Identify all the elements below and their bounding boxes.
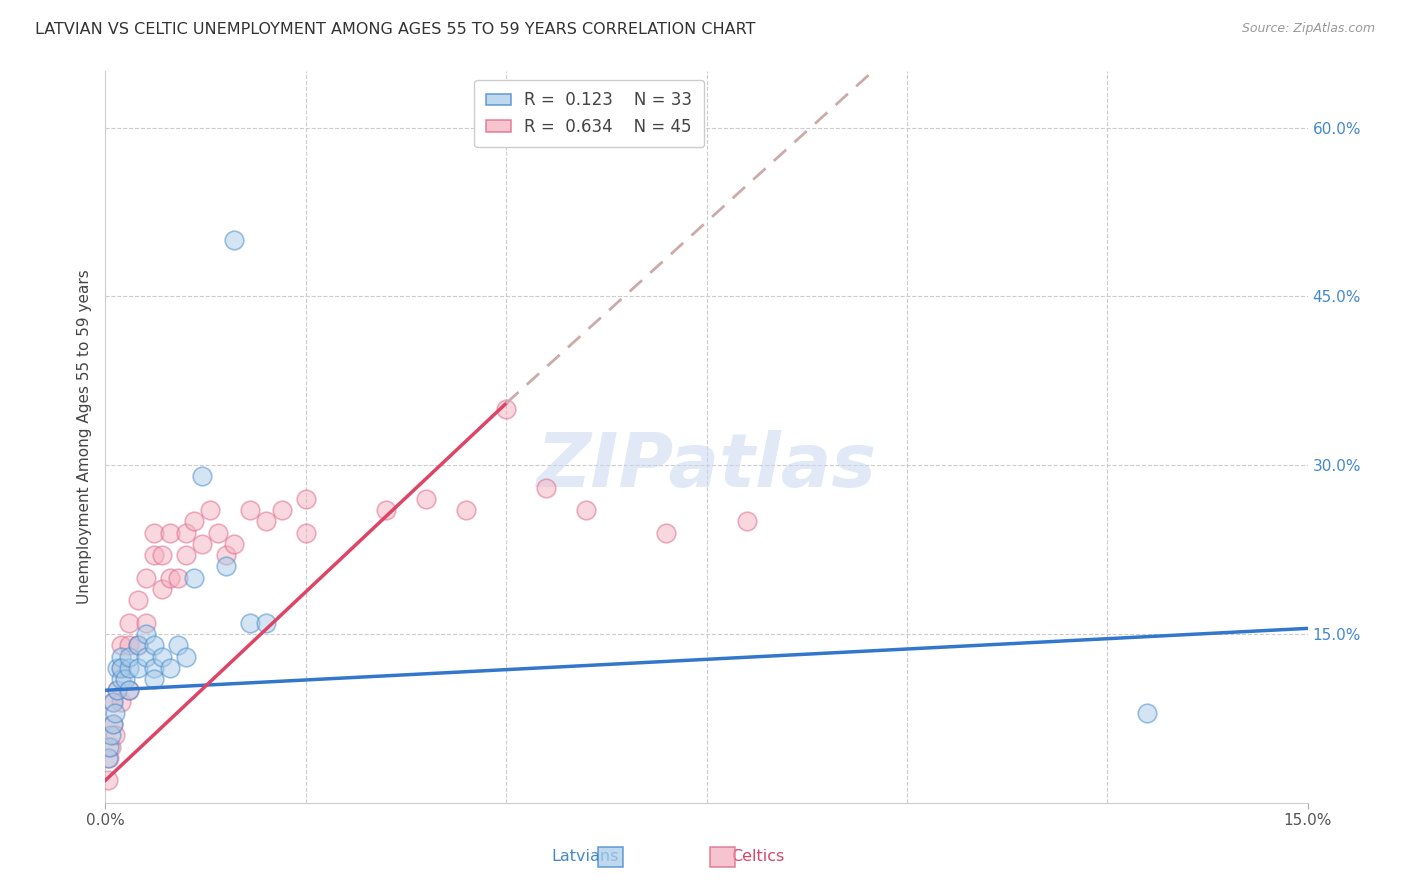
Legend: R =  0.123    N = 33, R =  0.634    N = 45: R = 0.123 N = 33, R = 0.634 N = 45 xyxy=(474,79,704,147)
Point xyxy=(118,683,141,698)
Point xyxy=(222,233,245,247)
Point xyxy=(135,627,157,641)
Point xyxy=(222,537,245,551)
Point xyxy=(159,525,181,540)
Point xyxy=(114,672,136,686)
Point xyxy=(110,661,132,675)
Text: Source: ZipAtlas.com: Source: ZipAtlas.com xyxy=(1241,22,1375,36)
Point xyxy=(374,503,398,517)
Point xyxy=(118,615,141,630)
Point xyxy=(166,571,188,585)
Point xyxy=(98,739,121,754)
Point xyxy=(127,638,149,652)
Point xyxy=(239,615,262,630)
Point xyxy=(183,515,205,529)
Point xyxy=(127,661,149,675)
Point xyxy=(103,694,125,708)
Point xyxy=(207,525,229,540)
Point xyxy=(159,571,181,585)
Point xyxy=(295,491,318,506)
Point xyxy=(104,728,127,742)
Point xyxy=(190,537,212,551)
Text: LATVIAN VS CELTIC UNEMPLOYMENT AMONG AGES 55 TO 59 YEARS CORRELATION CHART: LATVIAN VS CELTIC UNEMPLOYMENT AMONG AGE… xyxy=(35,22,755,37)
Point xyxy=(127,638,149,652)
Point xyxy=(104,706,127,720)
Point xyxy=(295,525,318,540)
Point xyxy=(174,649,197,664)
Point xyxy=(454,503,477,517)
Point xyxy=(103,717,125,731)
Point xyxy=(118,638,141,652)
Text: Celtics: Celtics xyxy=(731,849,785,863)
Point xyxy=(174,525,197,540)
Point xyxy=(135,571,157,585)
Point xyxy=(198,503,221,517)
Point xyxy=(655,525,678,540)
Point xyxy=(150,582,173,596)
Point xyxy=(100,739,122,754)
Point xyxy=(100,728,122,742)
Point xyxy=(110,694,132,708)
Point xyxy=(150,548,173,562)
Point xyxy=(174,548,197,562)
Point xyxy=(107,661,129,675)
Point xyxy=(166,638,188,652)
Point xyxy=(534,481,557,495)
Point xyxy=(110,638,132,652)
Point xyxy=(254,615,277,630)
Point xyxy=(118,683,141,698)
Point xyxy=(135,649,157,664)
Point xyxy=(190,469,212,483)
Point xyxy=(150,649,173,664)
Point xyxy=(142,638,165,652)
Point xyxy=(107,683,129,698)
Point xyxy=(159,661,181,675)
Point xyxy=(142,661,165,675)
Point xyxy=(110,649,132,664)
Point xyxy=(415,491,437,506)
Point xyxy=(97,773,120,788)
Point xyxy=(214,548,236,562)
Point xyxy=(575,503,598,517)
Point xyxy=(142,672,165,686)
Point xyxy=(254,515,277,529)
Point xyxy=(135,615,157,630)
Point xyxy=(103,717,125,731)
Point xyxy=(1136,706,1159,720)
Point xyxy=(97,751,120,765)
Point xyxy=(239,503,262,517)
Y-axis label: Unemployment Among Ages 55 to 59 years: Unemployment Among Ages 55 to 59 years xyxy=(76,269,91,605)
Point xyxy=(495,401,517,416)
Point xyxy=(118,661,141,675)
Point xyxy=(142,548,165,562)
Point xyxy=(110,661,132,675)
Point xyxy=(214,559,236,574)
Point xyxy=(110,672,132,686)
Point xyxy=(142,525,165,540)
Point xyxy=(107,683,129,698)
Point xyxy=(735,515,758,529)
Point xyxy=(118,649,141,664)
Point xyxy=(127,593,149,607)
Point xyxy=(183,571,205,585)
Point xyxy=(103,694,125,708)
Text: ZIPatlas: ZIPatlas xyxy=(537,430,876,503)
Point xyxy=(270,503,292,517)
Text: Latvians: Latvians xyxy=(551,849,619,863)
Point xyxy=(98,751,121,765)
